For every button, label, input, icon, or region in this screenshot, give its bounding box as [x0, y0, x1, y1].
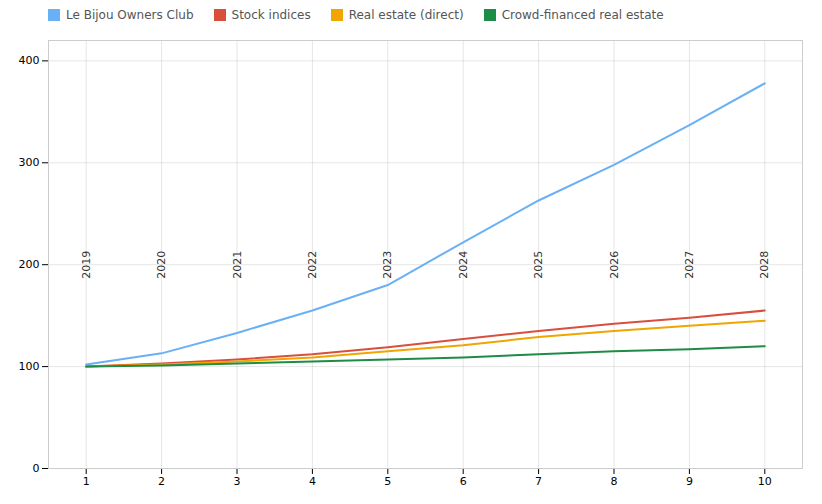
svg-text:2025: 2025: [532, 251, 545, 279]
svg-text:7: 7: [535, 475, 542, 488]
svg-text:4: 4: [309, 475, 316, 488]
html-text:Le Bijou Owners Club: Le Bijou Owners Club: [66, 8, 194, 22]
svg-text:2: 2: [158, 475, 165, 488]
svg-text:2028: 2028: [758, 251, 771, 279]
svg-text:9: 9: [686, 475, 693, 488]
html-text:Crowd-financed real estate: Crowd-financed real estate: [501, 8, 664, 22]
svg-text:1: 1: [83, 475, 90, 488]
svg-text:2024: 2024: [457, 251, 470, 279]
svg-text:2026: 2026: [608, 251, 621, 279]
svg-text:0: 0: [33, 462, 40, 475]
svg-text:2022: 2022: [306, 251, 319, 279]
svg-text:5: 5: [384, 475, 391, 488]
svg-text:2027: 2027: [683, 251, 696, 279]
svg-text:400: 400: [19, 54, 40, 67]
svg-text:2021: 2021: [231, 251, 244, 279]
svg-text:200: 200: [19, 258, 40, 271]
html-text:Stock indices: Stock indices: [231, 8, 311, 22]
svg-text:2019: 2019: [80, 251, 93, 279]
svg-text:100: 100: [19, 360, 40, 373]
svg-text:8: 8: [611, 475, 618, 488]
svg-text:2023: 2023: [381, 251, 394, 279]
svg-text:6: 6: [460, 475, 467, 488]
svg-text:300: 300: [19, 156, 40, 169]
svg-text:10: 10: [758, 475, 772, 488]
svg-text:2020: 2020: [155, 251, 168, 279]
svg-text:3: 3: [234, 475, 241, 488]
html-text:Real estate (direct): Real estate (direct): [348, 8, 464, 22]
